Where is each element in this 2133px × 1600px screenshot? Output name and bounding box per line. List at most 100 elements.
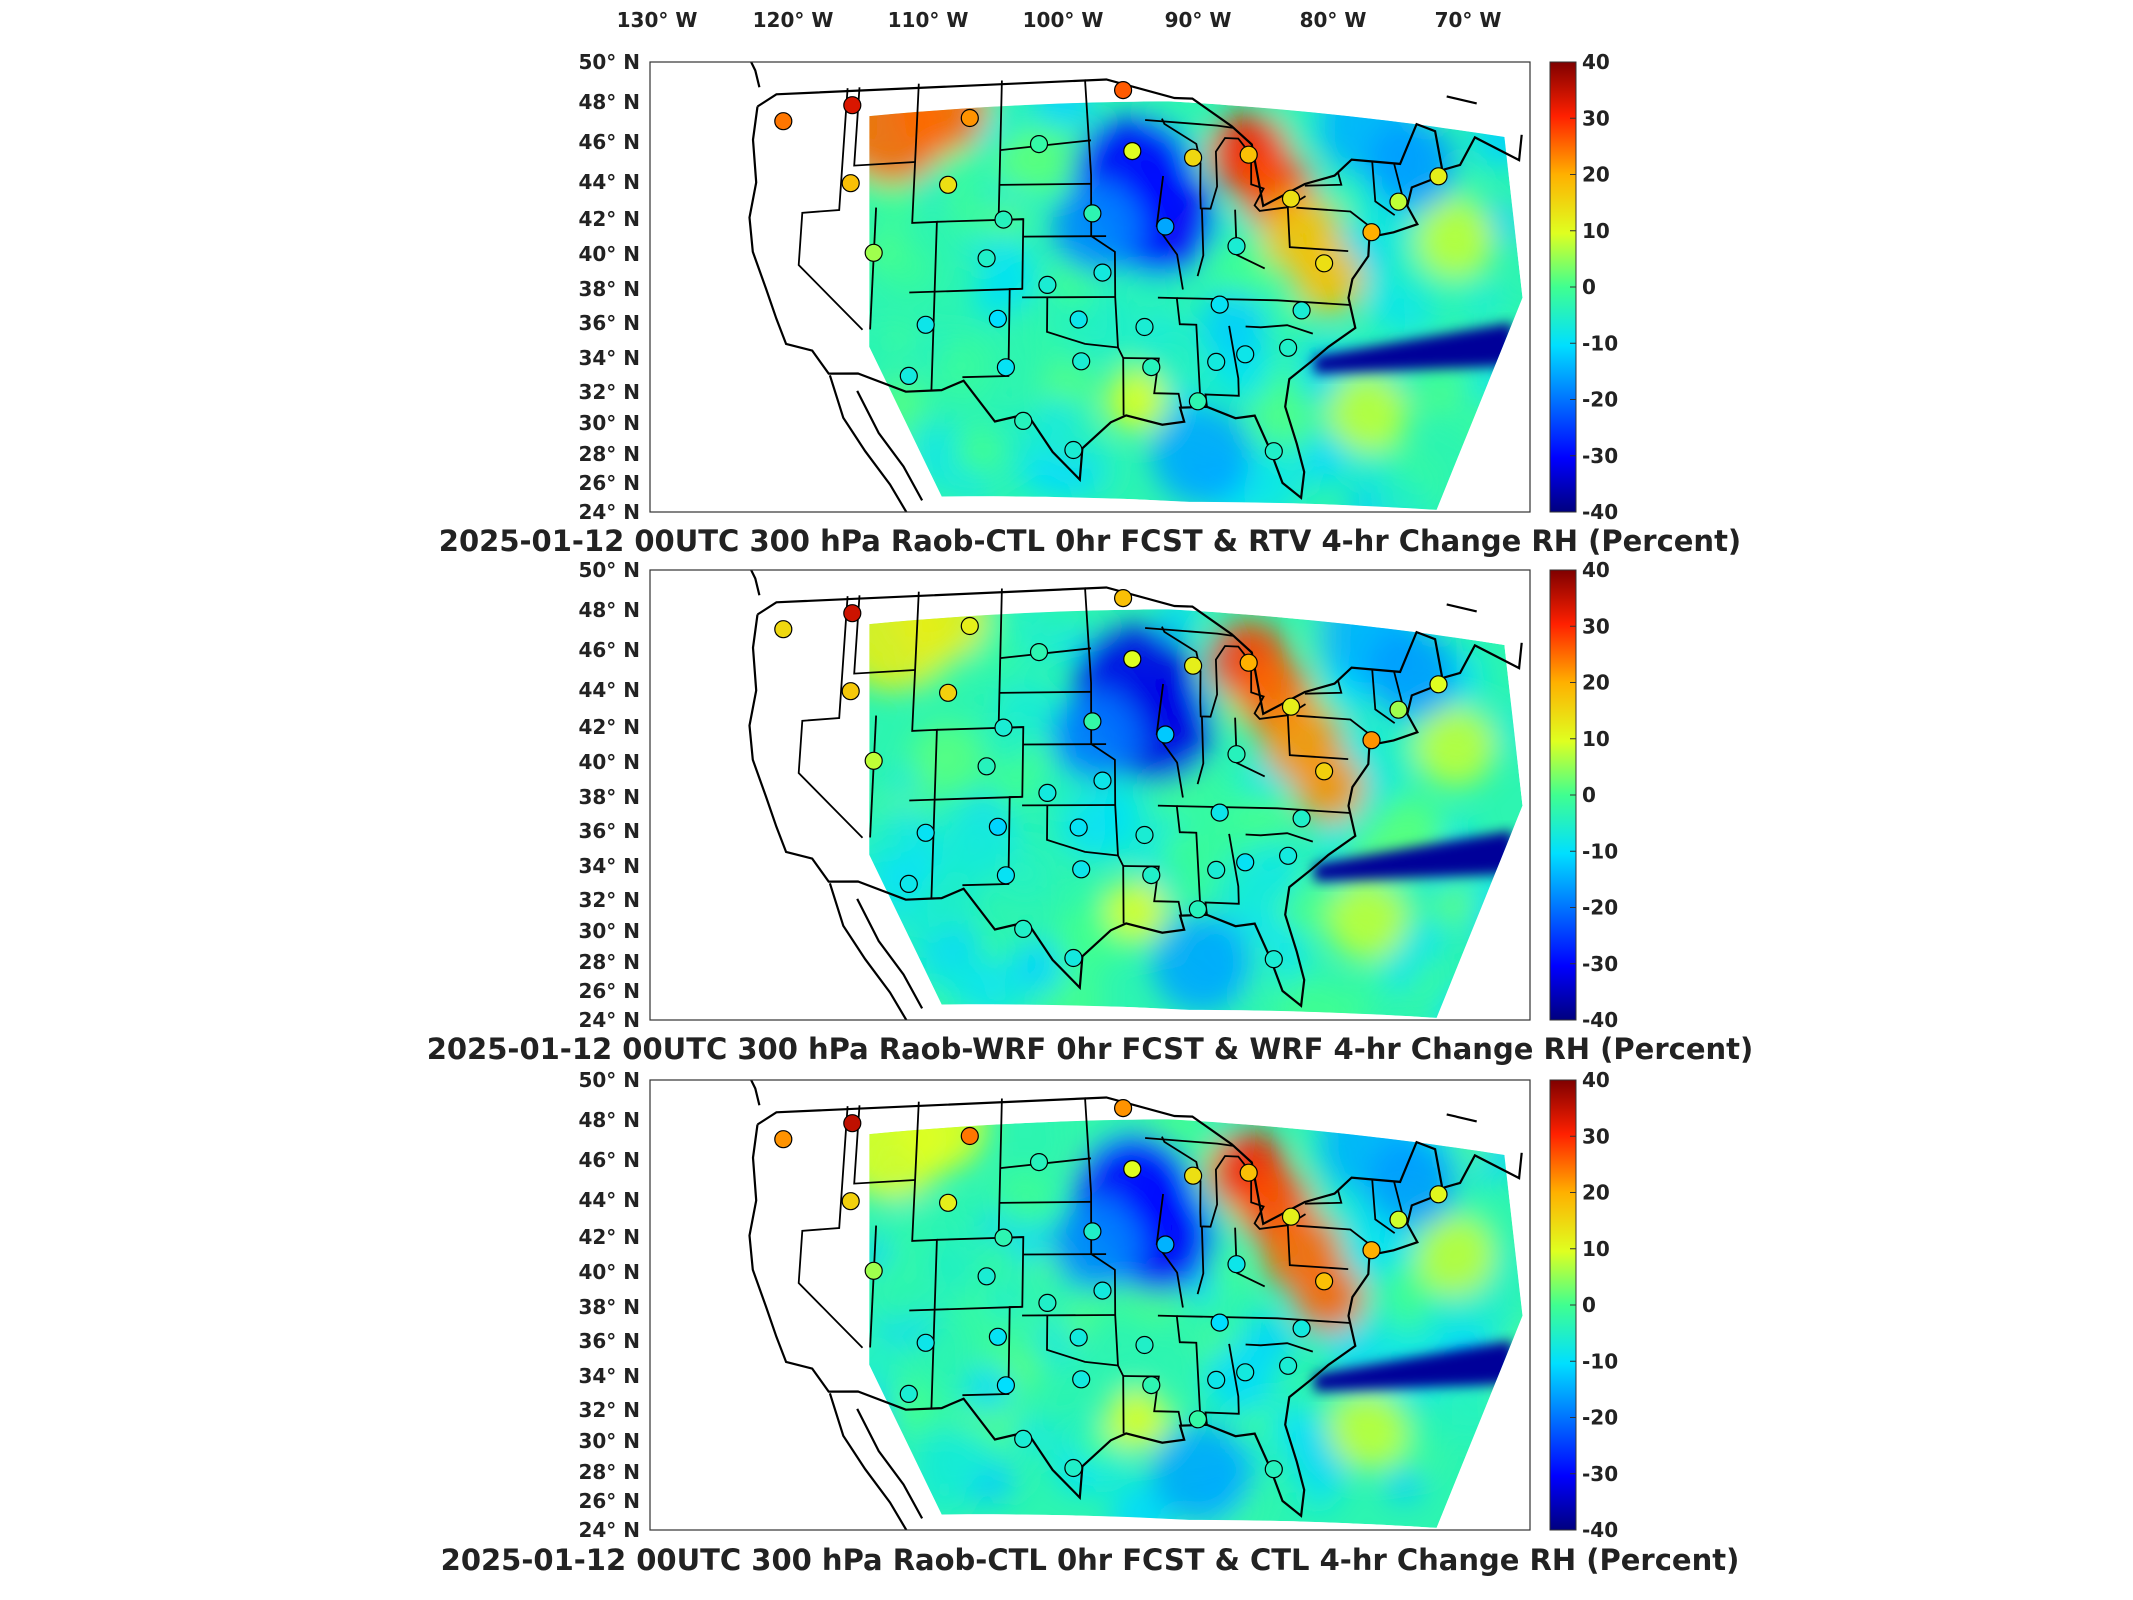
raob-station-marker: [1281, 1207, 1301, 1226]
raob-station-marker: [996, 1376, 1016, 1395]
field-feature: [1415, 198, 1496, 279]
raob-station-marker: [1113, 1098, 1133, 1118]
lat-label: 30° N: [578, 411, 640, 435]
lat-label: 32° N: [578, 888, 640, 912]
state-border: [1022, 235, 1107, 238]
state-border: [1296, 1224, 1376, 1250]
raob-station-marker: [1362, 731, 1381, 750]
field-blob: [1473, 912, 1512, 951]
field-feature: [1052, 182, 1143, 273]
rh-field-domain: [869, 609, 1523, 1018]
field-blob: [1247, 791, 1290, 835]
us-coastline: [748, 586, 1445, 1008]
colorbar-ticks: 40 30 20 10 0 -10 -20 -30 -40: [1570, 1068, 1618, 1542]
map-outlines: [748, 570, 1523, 1020]
field-blob: [948, 1430, 997, 1479]
se-band: [1313, 322, 1517, 374]
raob-station-marker: [1239, 145, 1258, 164]
raob-station-marker: [1210, 1313, 1229, 1332]
raob-station-marker: [916, 315, 935, 334]
raob-station-marker: [841, 682, 860, 701]
gulf-california-coast: [856, 1408, 924, 1519]
raob-station-marker: [1135, 1335, 1154, 1355]
lat-label: 40° N: [578, 1260, 640, 1284]
lat-label: 50° N: [578, 558, 640, 582]
raob-station-marker: [1188, 1410, 1208, 1429]
field-blob: [869, 1257, 935, 1327]
raob-station-marker: [1281, 697, 1301, 716]
colorbar-tick-label: 30: [1582, 1124, 1610, 1148]
state-border: [1296, 206, 1376, 232]
field-blob: [931, 336, 993, 397]
lat-label: 24° N: [578, 500, 640, 524]
state-border: [999, 182, 1092, 186]
raob-station-marker: [1264, 950, 1283, 969]
state-border: [1046, 805, 1119, 857]
lat-label: 28° N: [578, 442, 640, 466]
panel-1: 50° N 48° N 46° N 44° N 42° N 40° N 38° N 36° N…: [439, 50, 1741, 558]
field-blob: [1146, 330, 1206, 390]
raob-station-marker: [994, 210, 1013, 229]
raob-station-marker: [1210, 295, 1229, 314]
state-border: [1296, 714, 1376, 740]
raob-station-marker: [1093, 263, 1112, 282]
state-border: [1176, 297, 1351, 306]
raob-station-marker: [1188, 900, 1208, 919]
lon-label: 110° W: [888, 8, 969, 32]
raob-station-marker: [1156, 217, 1175, 236]
state-border: [1304, 172, 1343, 187]
field-blob: [1471, 108, 1523, 169]
raob-station-marker: [774, 112, 793, 131]
lon-label: 90° W: [1165, 8, 1232, 32]
raob-station-marker: [1064, 1458, 1083, 1478]
raob-station-marker: [1314, 254, 1334, 273]
field-feature: [1327, 371, 1408, 452]
raob-station-marker: [1239, 653, 1258, 672]
raob-station-marker: [1314, 762, 1334, 781]
colorbar-tick-label: -10: [1582, 1349, 1618, 1373]
colorbar: 40 30 20 10 0 -10 -20 -30 -40: [1549, 1068, 1618, 1542]
state-border: [1304, 1190, 1343, 1205]
field-blob: [924, 1239, 980, 1295]
field-blob: [926, 954, 973, 1000]
field-feature: [1151, 1423, 1252, 1524]
state-border: [1286, 1225, 1349, 1270]
raob-station-marker: [1093, 771, 1112, 790]
state-border: [1196, 1226, 1205, 1295]
raob-station-marker: [1389, 1210, 1408, 1229]
state-border: [869, 715, 877, 838]
colorbar-tick-label: -10: [1582, 331, 1618, 355]
raob-station-marker: [1389, 192, 1408, 211]
state-border: [911, 591, 938, 899]
raob-station-marker: [960, 1126, 979, 1146]
raob-station-marker: [1064, 948, 1083, 968]
state-border: [1286, 715, 1349, 760]
field-blob: [981, 247, 1040, 306]
baja-coast: [828, 1392, 908, 1530]
state-border: [1123, 865, 1183, 916]
raob-station-marker: [774, 1130, 793, 1149]
gulf-california-coast: [856, 390, 924, 501]
field-blob: [1490, 1365, 1523, 1432]
state-border: [1393, 671, 1404, 707]
lat-label: 44° N: [578, 678, 640, 702]
raob-station-marker: [1188, 392, 1208, 411]
raob-station-marker: [841, 174, 860, 193]
field-blob: [1157, 609, 1199, 639]
raob-station-marker: [977, 249, 996, 268]
raob-station-marker: [1227, 745, 1246, 764]
field-blob: [954, 425, 1006, 477]
baja-coast: [828, 882, 908, 1020]
field-blob: [1252, 386, 1315, 449]
map-frame: [649, 1079, 1531, 1531]
field-feature: [869, 1119, 948, 1202]
colorbar-ticks: 40 30 20 10 0 -10 -20 -30 -40: [1570, 50, 1618, 524]
state-border: [1046, 297, 1119, 349]
raob-station-marker: [1069, 310, 1088, 329]
lon-label: 130° W: [617, 8, 698, 32]
lat-label: 36° N: [578, 819, 640, 843]
raob-station-marker: [841, 1192, 860, 1211]
colorbar-tick-label: 20: [1582, 671, 1610, 695]
lat-label: 28° N: [578, 950, 640, 974]
